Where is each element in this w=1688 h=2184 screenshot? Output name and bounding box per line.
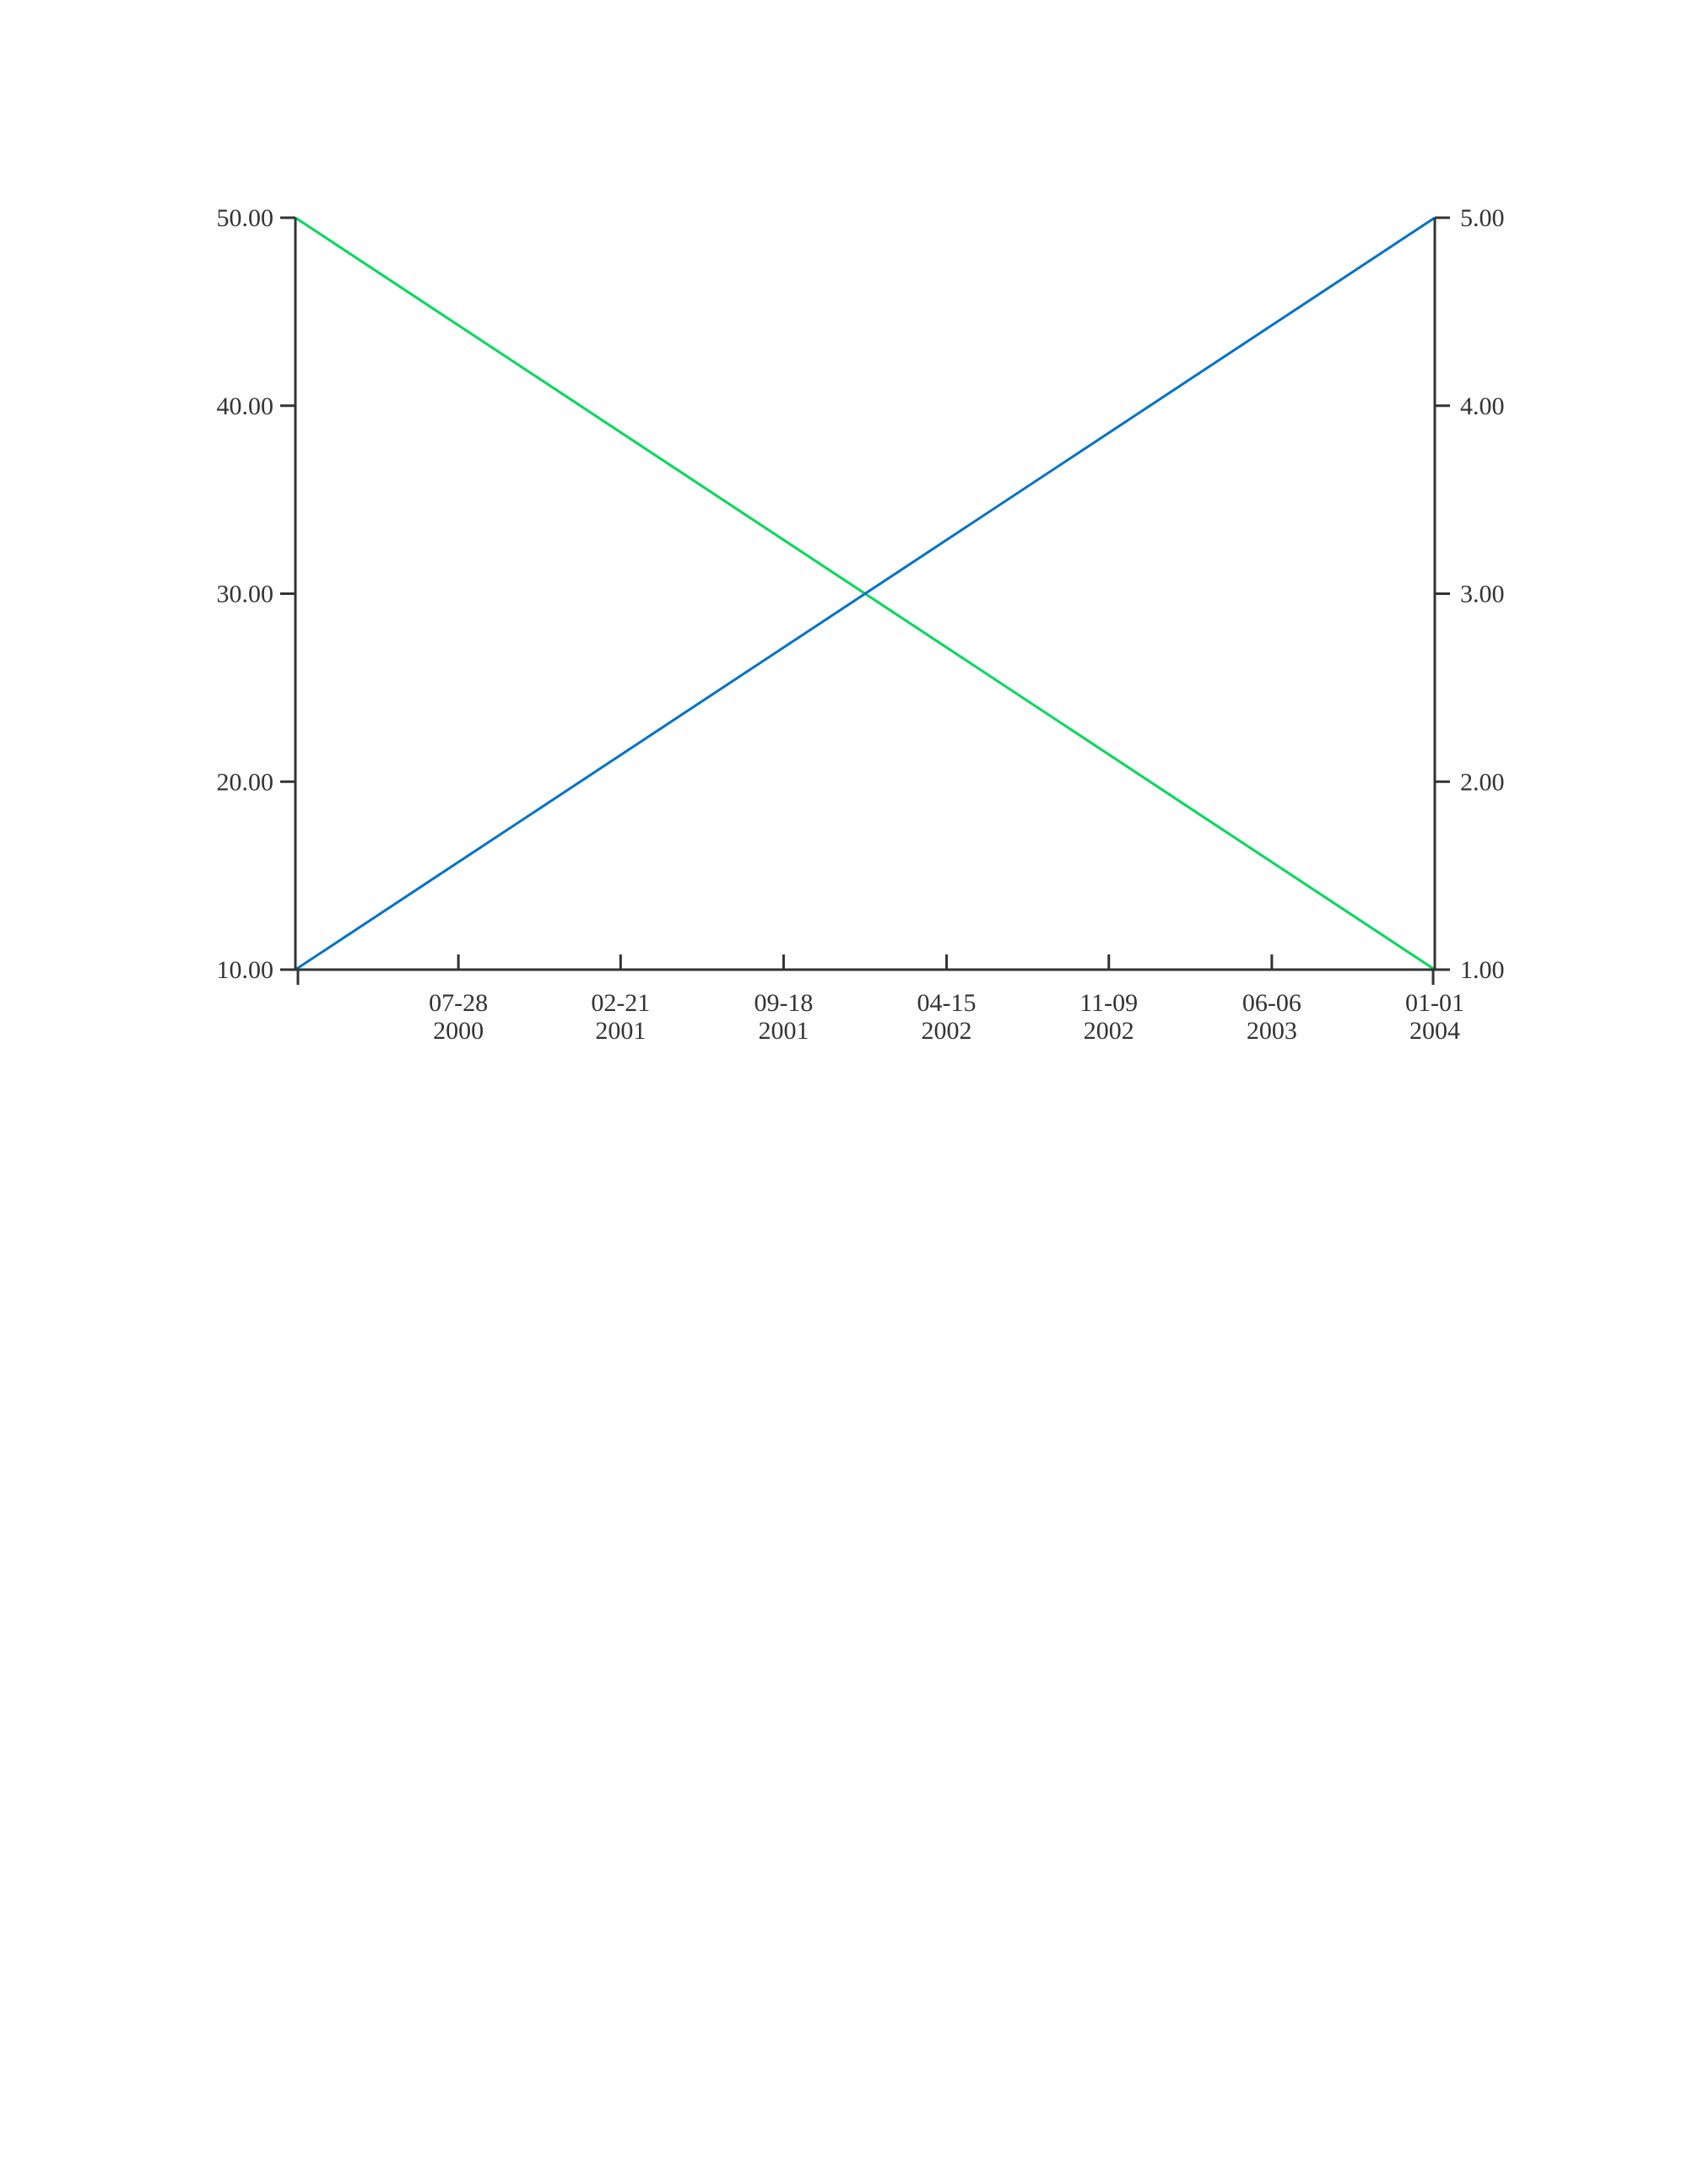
right-y-tick-label: 5.00 xyxy=(1460,204,1505,232)
x-tick-label: 07-28 2000 xyxy=(429,989,488,1045)
x-tick-label-line2: 2001 xyxy=(595,1017,646,1045)
x-tick-label-line1: 04-15 xyxy=(917,989,977,1017)
x-tick-label: 09-18 2001 xyxy=(754,989,813,1045)
right-y-tick-label: 1.00 xyxy=(1460,956,1505,984)
x-tick-label-line1: 01-01 xyxy=(1405,989,1464,1017)
left-y-tick-label: 10.00 xyxy=(217,956,274,984)
x-tick-label-line1: 06-06 xyxy=(1242,989,1301,1017)
labels-layer: 10.00 20.00 30.00 40.00 50.00 1.00 2.00 3.00 4.0… xyxy=(217,204,1505,1045)
left-y-tick-label: 40.00 xyxy=(217,392,274,420)
series-layer xyxy=(295,216,1436,971)
x-tick-label-line1: 07-28 xyxy=(429,989,488,1017)
x-tick-label: 01-01 2004 xyxy=(1405,989,1464,1045)
series-line-right-1 xyxy=(295,216,1436,971)
x-tick-label-line2: 2001 xyxy=(758,1017,809,1045)
x-tick-label: 06-06 2003 xyxy=(1242,989,1301,1045)
left-y-tick-label: 50.00 xyxy=(217,204,274,232)
x-tick-label: 11-09 2002 xyxy=(1079,989,1138,1045)
right-y-tick-label: 2.00 xyxy=(1460,768,1505,796)
x-tick-label-line2: 2004 xyxy=(1409,1017,1460,1045)
x-tick-label-line1: 09-18 xyxy=(754,989,813,1017)
left-y-tick-label: 20.00 xyxy=(217,768,274,796)
x-tick-label: 04-15 2002 xyxy=(917,989,977,1045)
right-y-tick-label: 3.00 xyxy=(1460,581,1505,608)
x-tick-label-line2: 2002 xyxy=(1084,1017,1134,1045)
left-y-tick-label: 30.00 xyxy=(217,581,274,608)
x-tick-label-line1: 02-21 xyxy=(591,989,650,1017)
x-tick-label-line2: 2000 xyxy=(433,1017,484,1045)
x-tick-label: 02-21 2001 xyxy=(591,989,650,1045)
right-y-tick-label: 4.00 xyxy=(1460,392,1505,420)
x-tick-label-line2: 2002 xyxy=(922,1017,972,1045)
axes-layer xyxy=(280,216,1450,985)
x-tick-label-line2: 2003 xyxy=(1247,1017,1297,1045)
x-tick-label-line1: 11-09 xyxy=(1079,989,1138,1017)
